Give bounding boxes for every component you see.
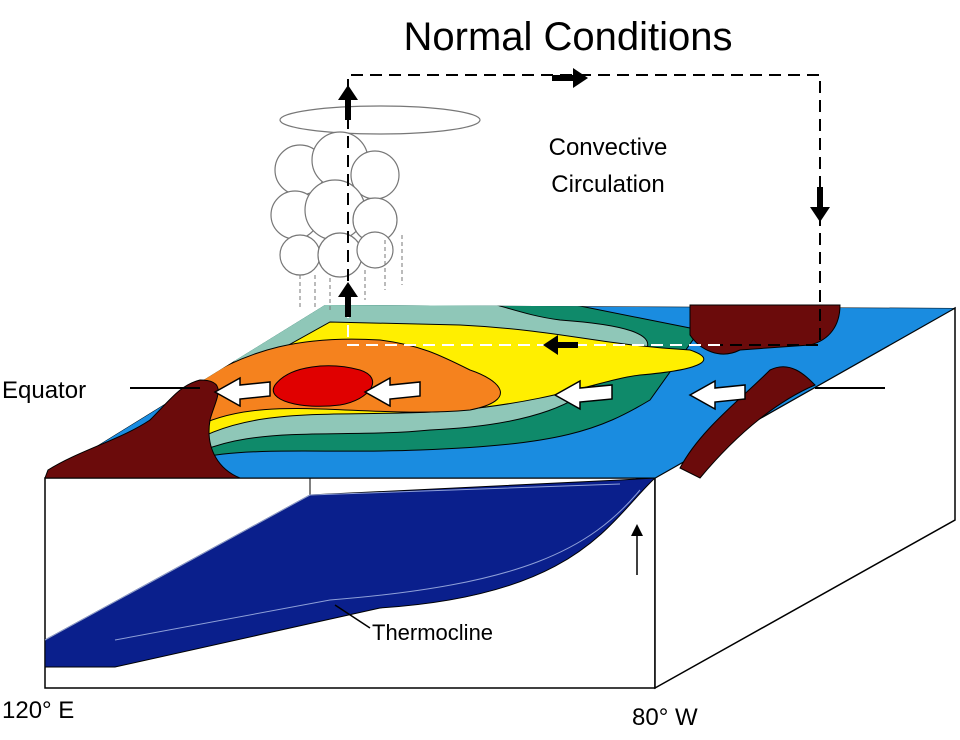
arrow-up [338,282,358,317]
equator-label: Equator [2,377,86,404]
arrow-right [552,68,588,88]
arrow-left [543,335,578,355]
wind-arrow [553,379,613,411]
pointer [334,604,371,629]
wind-arrow [363,376,421,408]
thermocline-label: Thermocline [372,620,493,645]
east-label: 80° W [632,704,698,731]
wind-arrows [213,376,746,411]
west-label: 120° E [2,697,74,724]
wind-arrow [213,376,271,408]
thermocline-line [114,489,641,641]
rain [299,235,403,310]
circulation-label: Circulation [551,171,664,198]
wind-arrow [688,379,746,411]
thermocline-layer [44,477,657,668]
land-east-south [679,366,816,479]
circulation-arrows [338,68,830,355]
circulation-label: Convective [549,134,668,161]
arrow-down [810,187,830,222]
arrow-up [338,85,358,120]
land-west [44,379,241,479]
thermocline-edge [44,483,621,641]
title: Normal Conditions [403,15,732,59]
cloud [270,105,481,278]
